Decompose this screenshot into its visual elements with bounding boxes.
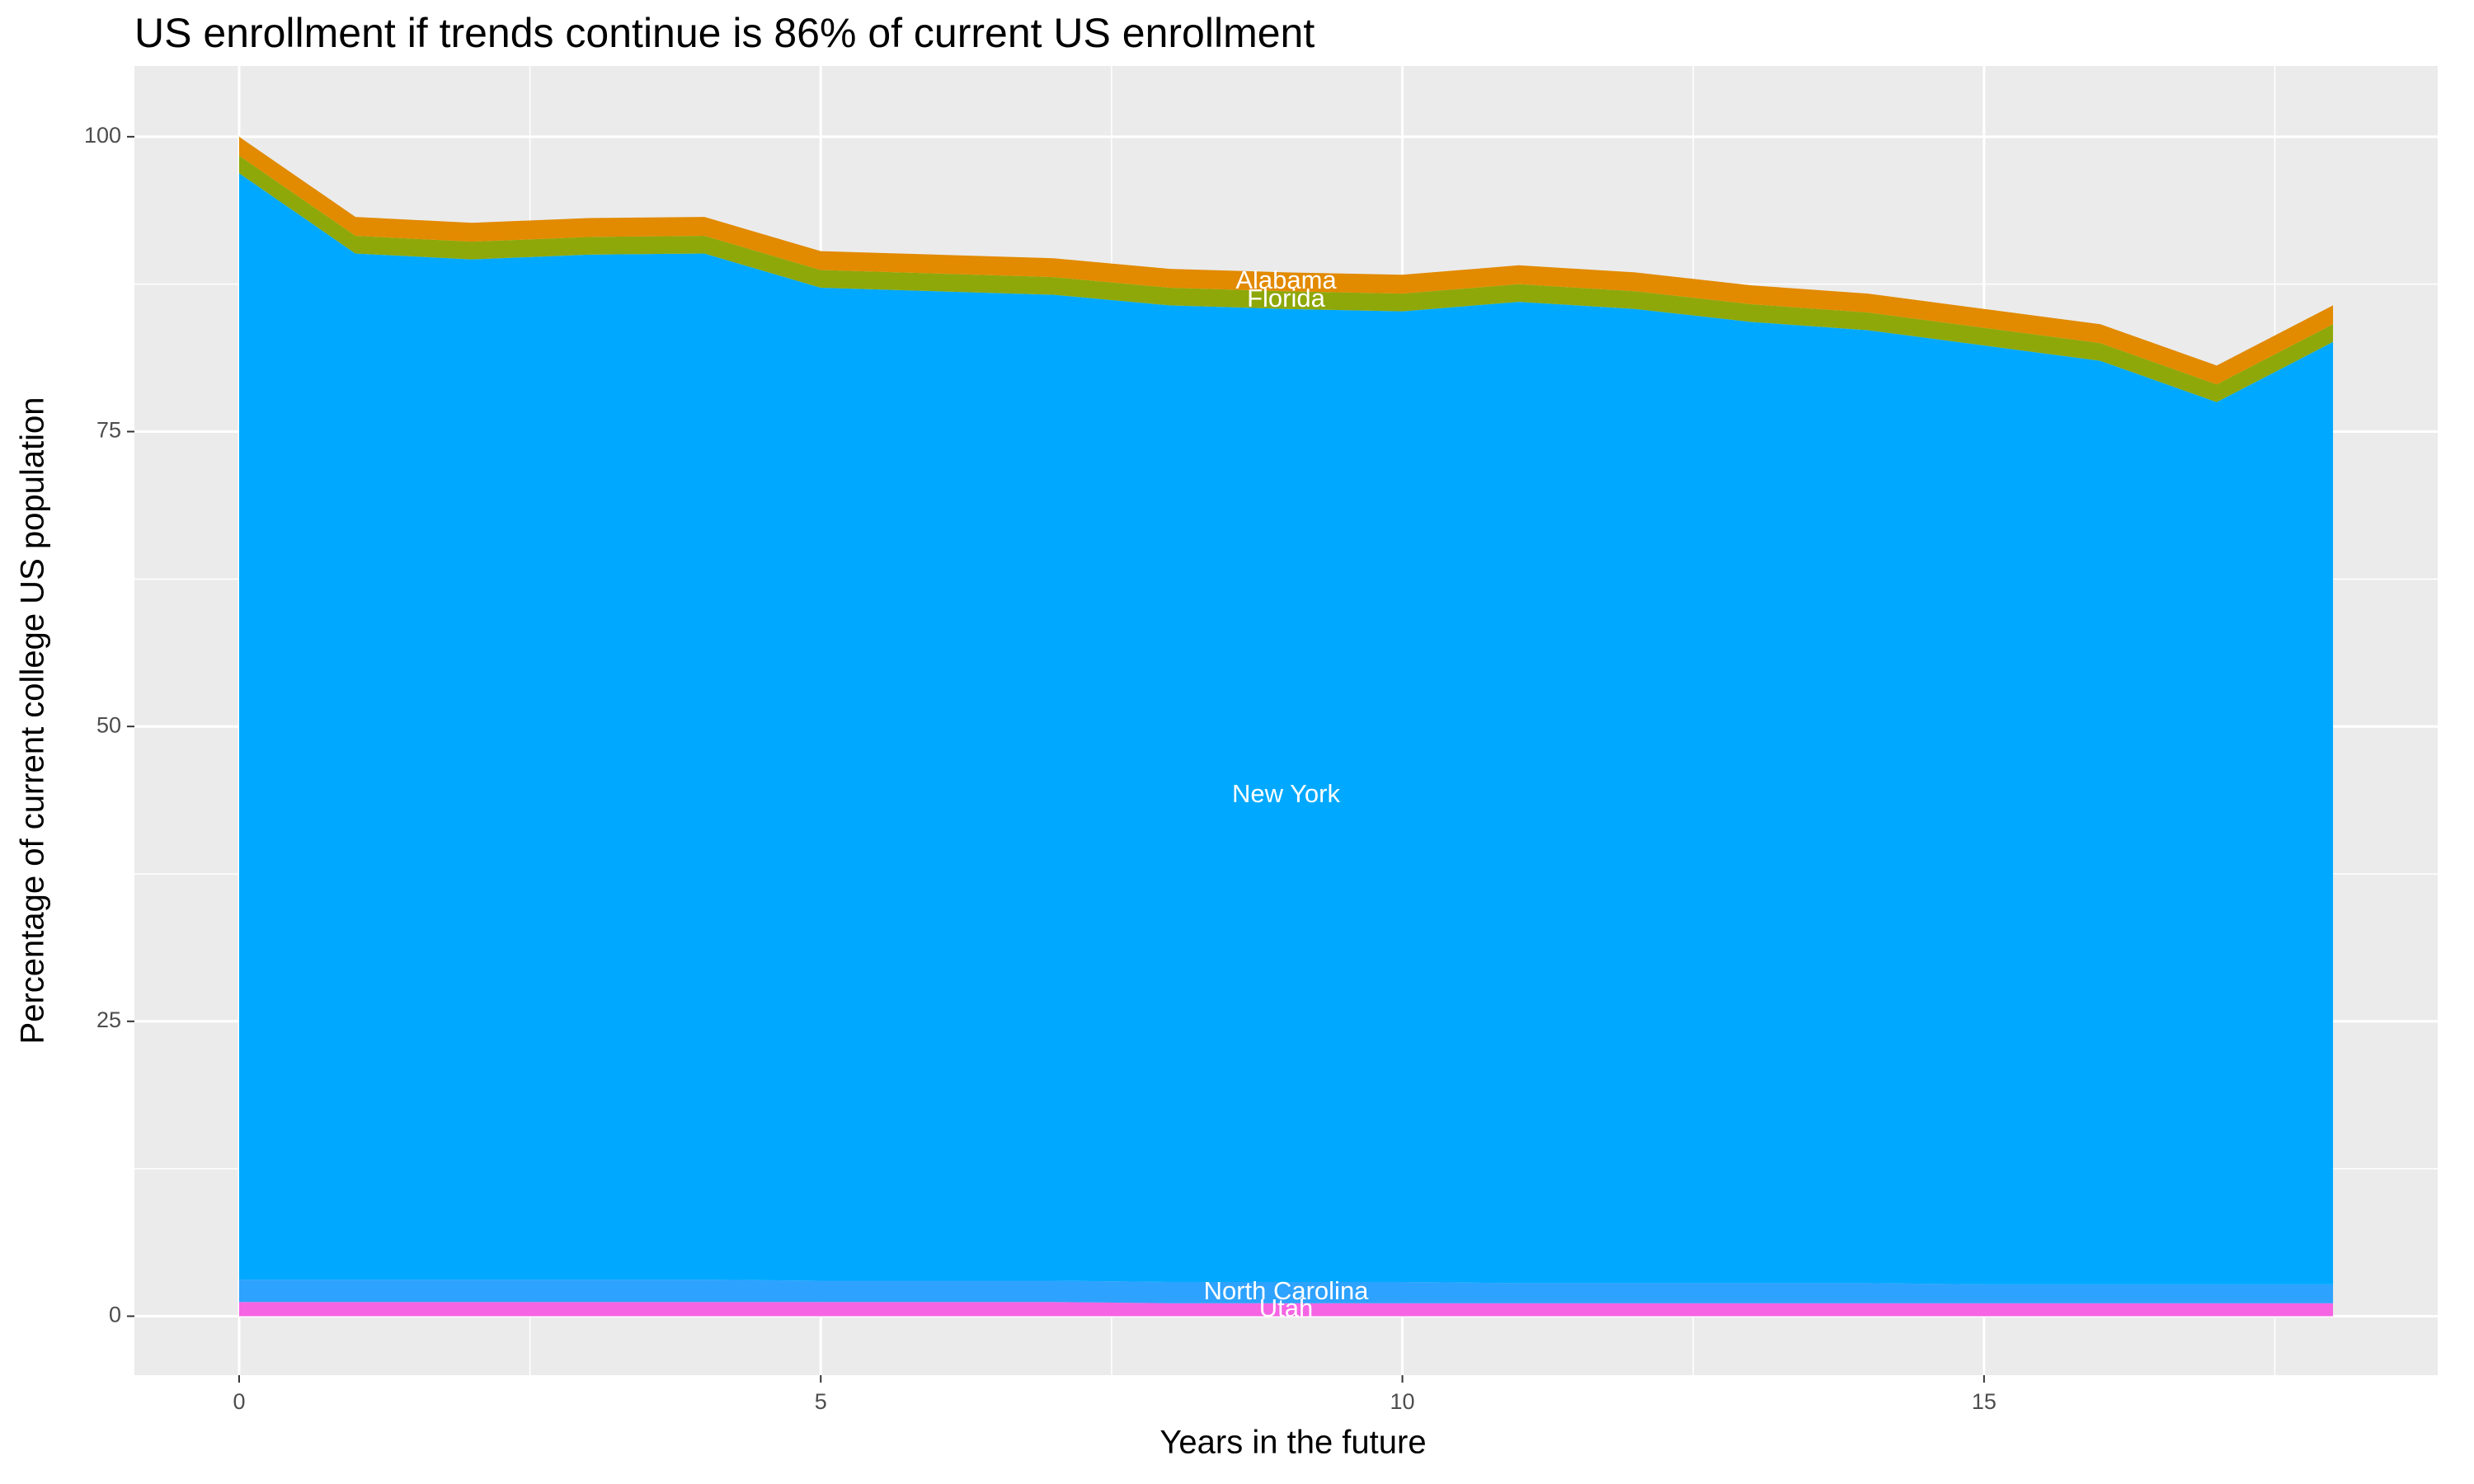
x-tick-label: 0	[233, 1389, 245, 1414]
area	[238, 173, 2334, 1284]
chart-title: US enrollment if trends continue is 86% …	[134, 10, 1315, 56]
area	[238, 1280, 2334, 1303]
area-label: Florida	[1247, 284, 1326, 312]
area-label: New York	[1232, 779, 1340, 808]
x-tick-label: 5	[815, 1389, 827, 1414]
area-label: Utah	[1259, 1294, 1313, 1322]
area	[238, 1302, 2334, 1317]
y-tick-label: 50	[96, 712, 121, 737]
area-label: Alabama	[1235, 265, 1337, 294]
x-tick-label: 10	[1390, 1389, 1415, 1414]
x-axis-title: Years in the future	[1159, 1425, 1426, 1461]
y-tick-label: 0	[109, 1303, 121, 1327]
area-label: North Carolina	[1204, 1276, 1370, 1305]
y-tick-label: 25	[96, 1007, 121, 1032]
y-tick-label: 100	[84, 123, 121, 148]
x-tick-label: 15	[1972, 1389, 1997, 1414]
y-tick-label: 75	[96, 418, 121, 443]
y-axis-title: Percentage of current college US populat…	[15, 397, 51, 1045]
